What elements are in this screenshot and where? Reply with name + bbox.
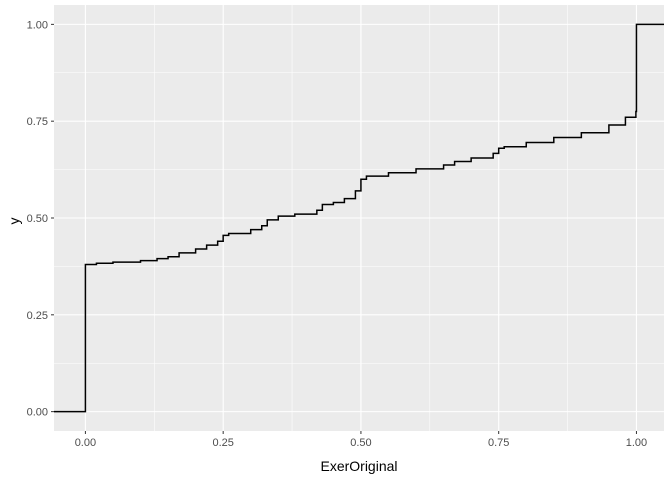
ecdf-step-line xyxy=(54,23,664,413)
y-tick-label: 0.00 xyxy=(27,407,48,419)
y-tick-label: 1.00 xyxy=(27,19,48,31)
y-tick-label: 0.25 xyxy=(27,310,48,322)
x-axis-title: ExerOriginal xyxy=(320,458,397,474)
y-axis-title: y xyxy=(6,218,22,225)
y-tick-label: 0.50 xyxy=(27,213,48,225)
grid-major xyxy=(54,5,664,431)
x-tick-label: 1.00 xyxy=(626,437,647,449)
x-tick-label: 0.75 xyxy=(488,437,509,449)
y-axis: 0.00 0.25 0.50 0.75 1.00 xyxy=(27,19,54,419)
x-tick-label: 0.50 xyxy=(350,437,371,449)
y-tick-label: 0.75 xyxy=(27,116,48,128)
x-tick-label: 0.00 xyxy=(75,437,96,449)
x-axis: 0.00 0.25 0.50 0.75 1.00 xyxy=(75,431,647,449)
x-tick-label: 0.25 xyxy=(212,437,233,449)
